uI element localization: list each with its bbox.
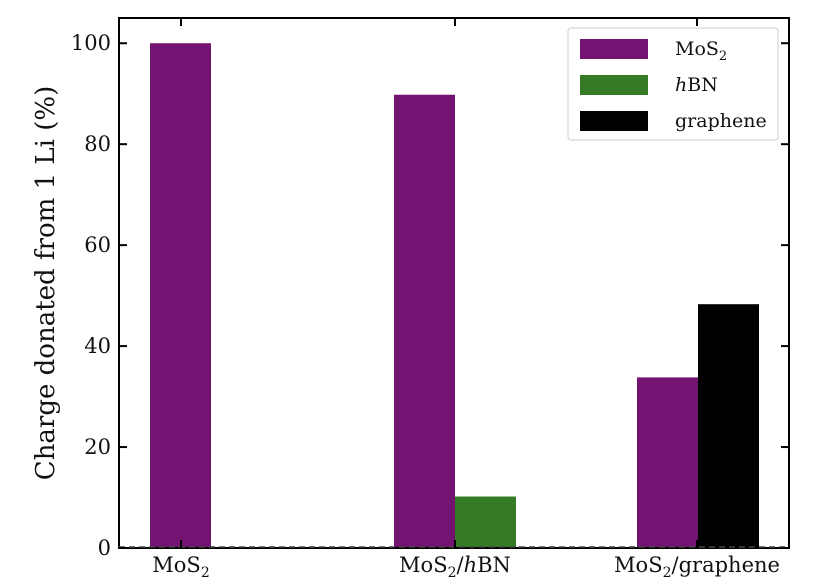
x-tick-label: MoS2/hBN: [399, 553, 511, 581]
legend-label-mos2: MoS2: [675, 38, 727, 64]
y-tick-label: 100: [71, 31, 111, 55]
bar-hbn-1: [455, 496, 516, 548]
legend-swatch-graphene: [580, 111, 648, 131]
bar-mos2-0: [150, 43, 211, 548]
legend: MoS2 hBN graphene: [567, 27, 779, 141]
legend-swatch-hbn: [580, 75, 648, 95]
bar-graphene-2: [698, 304, 759, 548]
axes-layer: 0 20 40 60 80 100 MoS2 MoS2/hBN MoS2/graphene: [71, 17, 790, 581]
bar-mos2-1: [394, 94, 455, 548]
y-axis-label: Charge donated from 1 Li (%): [31, 86, 61, 480]
x-tick-label: MoS2/graphene: [614, 553, 780, 581]
legend-swatch-mos2: [580, 39, 648, 59]
bars-layer: [150, 43, 759, 548]
y-tick-label: 80: [84, 132, 111, 156]
bar-mos2-2: [637, 377, 698, 548]
y-tick-label: 60: [84, 233, 111, 257]
y-tick-label: 40: [84, 334, 111, 358]
y-tick-label: 20: [84, 435, 111, 459]
legend-label-graphene: graphene: [675, 110, 767, 132]
y-tick-label: 0: [98, 536, 111, 560]
legend-label-hbn: hBN: [675, 74, 718, 96]
x-tick-label: MoS2: [152, 553, 209, 581]
